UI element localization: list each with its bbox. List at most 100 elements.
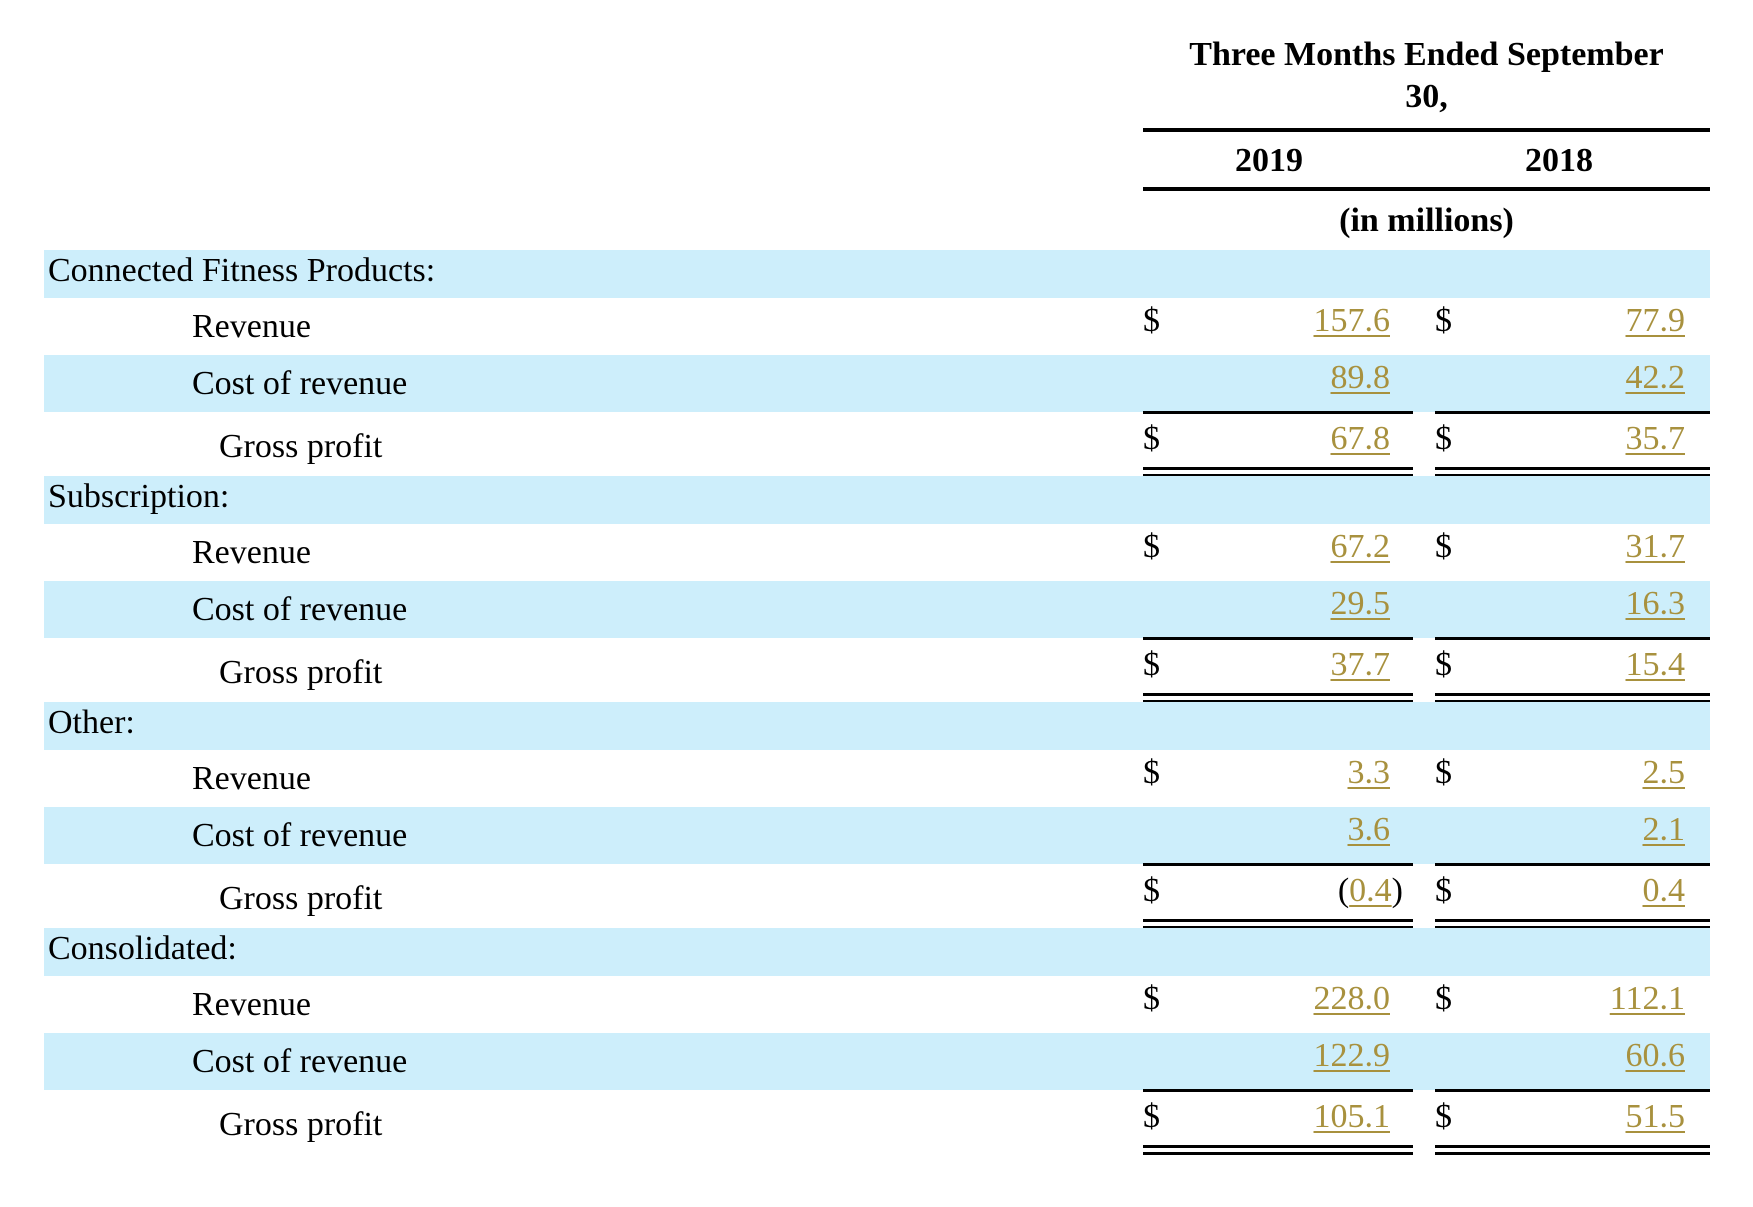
value-2019: 67.8 [1240, 420, 1391, 458]
subtotal-rule [1435, 411, 1710, 414]
row-label: Cost of revenue [192, 591, 408, 628]
section-title: Consolidated: [48, 930, 237, 967]
paren-close: ) [1391, 872, 1403, 909]
table-row: Gross profit $ $37.7 15.4 [44, 638, 1710, 702]
section-title: Subscription: [48, 478, 230, 515]
subtotal-rule [1143, 863, 1413, 866]
table-row: Revenue $ $67.2 31.7 [44, 524, 1710, 581]
currency-symbol: $ [1435, 528, 1452, 565]
value-2018: 42.2 [1535, 359, 1686, 397]
value-link[interactable]: 105.1 [1313, 1098, 1391, 1135]
row-label: Gross profit [219, 1106, 383, 1143]
value-link[interactable]: 0.4 [1642, 872, 1686, 909]
currency-symbol: $ [1435, 754, 1452, 791]
subtotal-rule [1143, 1089, 1413, 1092]
value-link[interactable]: 89.8 [1330, 359, 1391, 396]
total-double-rule [1143, 467, 1413, 477]
section-header-row: Other: [44, 702, 1710, 750]
value-link[interactable]: 2.5 [1642, 754, 1686, 791]
row-label: Revenue [192, 534, 311, 571]
currency-symbol: $ [1143, 528, 1160, 565]
value-link[interactable]: 0.4 [1349, 872, 1392, 909]
value-link[interactable]: 16.3 [1625, 585, 1686, 622]
value-link[interactable]: 77.9 [1625, 302, 1686, 339]
value-2018: 15.4 [1535, 646, 1686, 684]
value-link[interactable]: 42.2 [1625, 359, 1686, 396]
section-title: Other: [48, 704, 135, 741]
row-label: Cost of revenue [192, 1043, 408, 1080]
value-link[interactable]: 15.4 [1625, 646, 1686, 683]
table-row: Gross profit $ $105.1 51.5 [44, 1090, 1710, 1154]
value-2019: (0.4) [1253, 872, 1403, 910]
table-row: Cost of revenue 3.6 2.1 [44, 807, 1710, 864]
subtotal-rule [1435, 1089, 1710, 1092]
section-header-row: Connected Fitness Products: [44, 250, 1710, 298]
value-link[interactable]: 51.5 [1625, 1098, 1686, 1135]
value-2018: 2.1 [1535, 811, 1686, 849]
value-2018: 16.3 [1535, 585, 1686, 623]
period-header-line1: Three Months Ended September [1189, 36, 1664, 73]
value-link[interactable]: 29.5 [1330, 585, 1391, 622]
value-link[interactable]: 157.6 [1313, 302, 1391, 339]
currency-symbol: $ [1435, 420, 1452, 457]
value-2019: 157.6 [1240, 302, 1391, 340]
value-link[interactable]: 112.1 [1609, 980, 1685, 1017]
subtotal-rule [1143, 637, 1413, 640]
header-bottom-rule [1143, 187, 1710, 191]
column-header-2019: 2019 [1235, 142, 1303, 179]
value-2018: 35.7 [1535, 420, 1686, 458]
column-header-2018: 2018 [1525, 142, 1593, 179]
value-2018: 0.4 [1535, 872, 1686, 910]
value-link[interactable]: 35.7 [1625, 420, 1686, 457]
currency-symbol: $ [1435, 1098, 1452, 1135]
value-link[interactable]: 228.0 [1313, 980, 1391, 1017]
value-link[interactable]: 2.1 [1642, 811, 1686, 848]
table-row: Revenue $ $157.6 77.9 [44, 298, 1710, 355]
currency-symbol: $ [1143, 646, 1160, 683]
value-link[interactable]: 67.8 [1330, 420, 1391, 457]
row-label: Gross profit [219, 880, 383, 917]
table-row: Gross profit $ $67.8 35.7 [44, 412, 1710, 476]
total-double-rule [1435, 467, 1710, 477]
table-row: Cost of revenue 122.9 60.6 [44, 1033, 1710, 1090]
header-top-rule [1143, 128, 1710, 132]
table-row: Gross profit $ $ (0.4) 0.4 [44, 864, 1710, 928]
table-row: Revenue $ $228.0 112.1 [44, 976, 1710, 1033]
row-label: Revenue [192, 986, 311, 1023]
total-double-rule [1143, 693, 1413, 703]
section-title: Connected Fitness Products: [48, 252, 436, 289]
currency-symbol: $ [1143, 980, 1160, 1017]
value-link[interactable]: 37.7 [1330, 646, 1391, 683]
value-2018: 77.9 [1535, 302, 1686, 340]
currency-symbol: $ [1143, 302, 1160, 339]
table-row: Cost of revenue 89.8 42.2 [44, 355, 1710, 412]
currency-symbol: $ [1435, 646, 1452, 683]
row-label: Revenue [192, 308, 311, 345]
value-link[interactable]: 67.2 [1330, 528, 1391, 565]
value-2019: 67.2 [1240, 528, 1391, 566]
value-link[interactable]: 60.6 [1625, 1037, 1686, 1074]
units-label: (in millions) [1339, 202, 1514, 239]
value-link[interactable]: 122.9 [1313, 1037, 1391, 1074]
row-label: Gross profit [219, 428, 383, 465]
currency-symbol: $ [1435, 980, 1452, 1017]
table-row: Cost of revenue 29.5 16.3 [44, 581, 1710, 638]
value-link[interactable]: 3.6 [1347, 811, 1391, 848]
value-2019: 105.1 [1240, 1098, 1391, 1136]
value-link[interactable]: 31.7 [1625, 528, 1686, 565]
total-double-rule [1435, 693, 1710, 703]
currency-symbol: $ [1435, 302, 1452, 339]
total-double-rule [1143, 1145, 1413, 1155]
section-header-row: Consolidated: [44, 928, 1710, 976]
value-2019: 228.0 [1240, 980, 1391, 1018]
paren-open: ( [1337, 872, 1350, 909]
value-link[interactable]: 3.3 [1347, 754, 1391, 791]
row-label: Cost of revenue [192, 817, 408, 854]
total-double-rule [1435, 1145, 1710, 1155]
value-2018: 31.7 [1535, 528, 1686, 566]
value-2019: 122.9 [1240, 1037, 1391, 1075]
currency-symbol: $ [1435, 872, 1452, 909]
subtotal-rule [1435, 863, 1710, 866]
row-label: Gross profit [219, 654, 383, 691]
period-header-line2: 30, [1405, 78, 1448, 115]
